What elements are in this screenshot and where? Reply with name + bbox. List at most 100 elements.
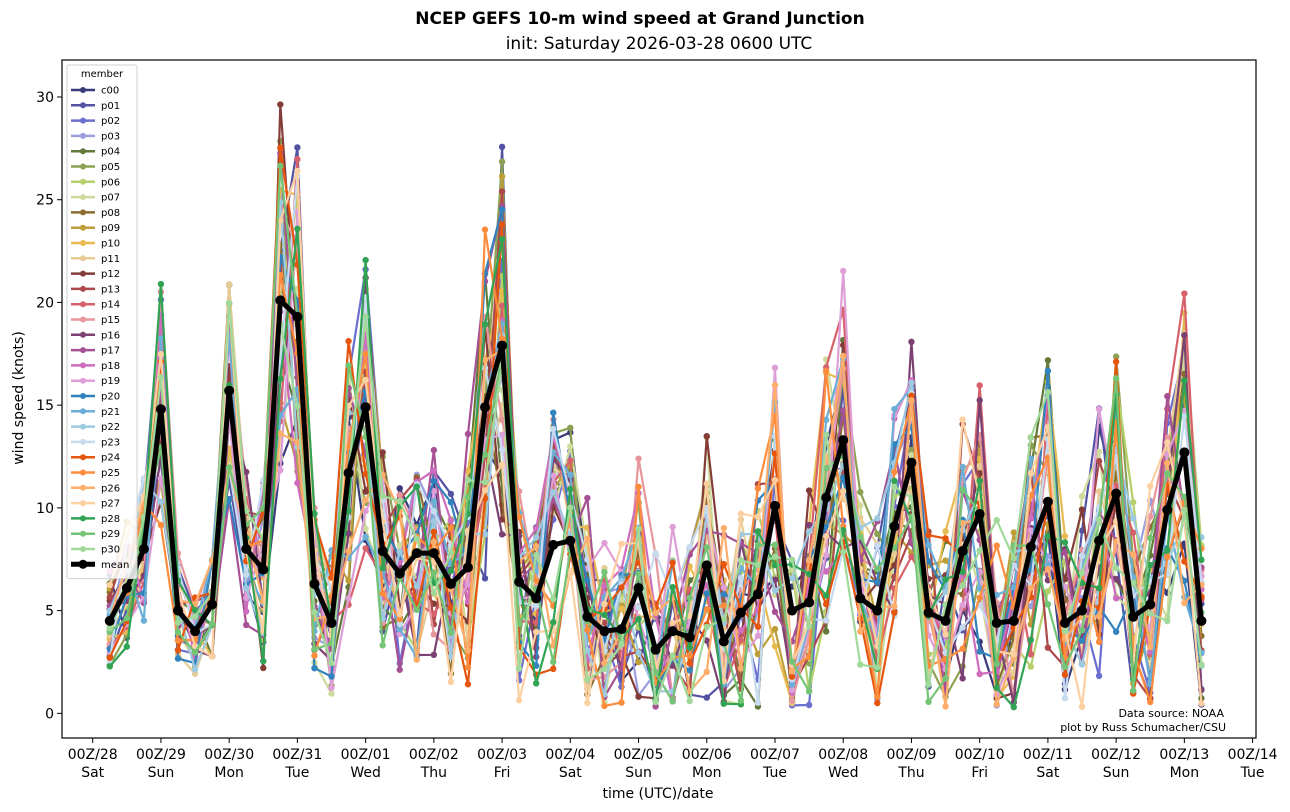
legend-swatch-marker — [80, 240, 86, 246]
x-tick-label-time: 00Z/05 — [614, 747, 664, 763]
legend-swatch-marker — [80, 87, 86, 93]
data-point-mean — [1025, 541, 1036, 552]
data-point-p25 — [891, 468, 898, 476]
data-point-p30 — [993, 517, 1000, 524]
data-point-p29 — [311, 646, 318, 653]
legend-swatch-marker — [80, 301, 86, 308]
data-point-p26 — [857, 628, 864, 635]
data-point-p26 — [891, 603, 898, 610]
data-point-mean — [138, 543, 149, 554]
data-point-p24 — [669, 559, 676, 567]
data-point-p30 — [703, 623, 710, 631]
data-point-p29 — [550, 658, 557, 666]
data-point-p15 — [788, 697, 796, 704]
data-point-p16 — [1112, 575, 1120, 583]
data-point-p23 — [737, 574, 745, 582]
data-point-p29 — [1147, 534, 1154, 542]
data-point-p25 — [976, 594, 983, 601]
legend-item-p30: p30 — [71, 545, 120, 556]
data-point-p23 — [1181, 412, 1188, 420]
y-tick-label: 5 — [45, 604, 54, 620]
legend-item-p09: p09 — [71, 223, 120, 234]
data-point-p30 — [925, 681, 932, 688]
data-point-p09 — [1010, 529, 1017, 536]
data-point-p28 — [942, 576, 949, 583]
data-point-p06 — [1027, 663, 1035, 670]
data-point-p30 — [737, 557, 745, 564]
data-point-p28 — [771, 562, 779, 569]
data-point-mean — [667, 626, 678, 637]
data-point-mean — [514, 576, 525, 587]
data-point-p29 — [652, 669, 659, 676]
data-point-p28 — [686, 644, 693, 651]
data-point-p27 — [208, 653, 216, 660]
data-point-p30 — [328, 659, 335, 667]
data-point-p29 — [1078, 627, 1086, 634]
data-point-p24 — [106, 654, 113, 661]
data-point-p21 — [157, 335, 165, 342]
data-point-p29 — [191, 649, 199, 656]
data-point-p28 — [635, 615, 642, 623]
data-point-p26 — [1147, 643, 1154, 651]
data-point-p29 — [942, 675, 949, 682]
data-point-mean — [633, 583, 644, 594]
data-point-p22 — [771, 587, 779, 594]
data-point-mean — [923, 607, 934, 618]
legend-item-p25: p25 — [71, 468, 120, 479]
data-point-p30 — [1061, 627, 1069, 635]
data-point-p27 — [822, 533, 830, 540]
data-point-p23 — [635, 604, 642, 611]
x-tick-label-time: 00Z/07 — [750, 747, 800, 763]
data-point-p07 — [396, 542, 403, 549]
legend-label: p13 — [101, 284, 120, 295]
data-point-mean — [121, 583, 132, 594]
data-point-p27 — [686, 612, 693, 620]
data-point-p16 — [345, 530, 352, 537]
legend-swatch-marker — [80, 408, 86, 415]
legend-label: mean — [101, 560, 129, 571]
data-point-p09 — [635, 658, 642, 666]
data-point-p12 — [1078, 506, 1086, 513]
data-point-mean — [309, 578, 320, 589]
x-tick-label-time: 00Z/06 — [682, 747, 732, 763]
data-point-p20 — [1112, 628, 1120, 635]
data-point-p19 — [1027, 527, 1035, 534]
data-point-p15 — [430, 631, 438, 638]
legend-swatch-marker — [80, 500, 86, 507]
data-point-p27 — [362, 376, 369, 384]
data-point-mean — [326, 617, 337, 628]
data-point-p26 — [805, 556, 813, 564]
data-point-p01 — [481, 575, 489, 582]
x-tick-label-day: Mon — [692, 765, 722, 781]
data-point-p28 — [123, 643, 131, 650]
data-point-p01 — [447, 490, 455, 498]
data-point-p30 — [481, 479, 489, 486]
legend-swatch-marker — [80, 515, 86, 522]
data-point-mean — [650, 644, 661, 655]
data-point-p24 — [822, 600, 830, 608]
data-point-p30 — [959, 582, 966, 589]
data-point-p24 — [1181, 558, 1188, 565]
data-point-p25 — [635, 483, 642, 490]
data-point-p28 — [1061, 539, 1069, 546]
data-point-p24 — [464, 681, 472, 688]
y-tick-label: 25 — [36, 193, 54, 209]
data-point-p20 — [1044, 367, 1052, 375]
data-point-p24 — [498, 221, 506, 228]
data-point-p01 — [294, 144, 301, 151]
x-tick-label-day: Fri — [971, 765, 988, 781]
data-point-p30 — [754, 561, 762, 569]
data-point-p14 — [737, 636, 745, 644]
data-point-p30 — [1147, 610, 1154, 617]
x-tick-label-time: 00Z/12 — [1091, 747, 1141, 763]
legend-label: p26 — [101, 483, 120, 494]
data-point-p23 — [1061, 694, 1069, 702]
data-point-p27 — [1164, 439, 1171, 446]
data-point-p29 — [669, 698, 676, 705]
legend-item-p26: p26 — [71, 483, 120, 494]
data-point-p25 — [396, 615, 403, 623]
data-point-p18 — [294, 479, 301, 487]
legend-label: p30 — [101, 545, 120, 556]
data-point-p26 — [908, 397, 915, 404]
data-point-p24 — [362, 470, 369, 478]
